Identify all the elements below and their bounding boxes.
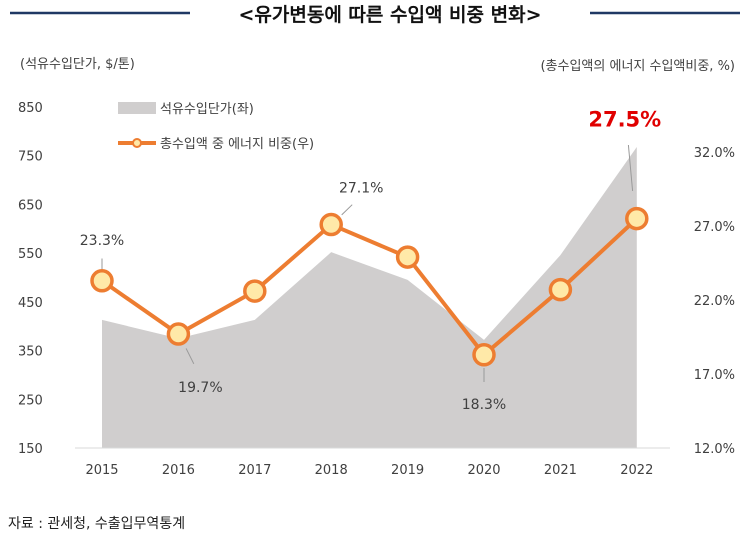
y-left-tick: 250 [18, 393, 43, 408]
x-tick: 2022 [620, 463, 653, 478]
y-left-tick: 550 [18, 247, 43, 262]
line-marker [625, 206, 649, 231]
x-tick: 2015 [85, 463, 118, 478]
x-tick: 2018 [315, 463, 348, 478]
line-marker [472, 343, 496, 367]
y-left-tick: 650 [18, 198, 43, 213]
line-marker [90, 269, 114, 293]
x-tick: 2021 [544, 463, 577, 478]
x-tick: 2016 [162, 463, 195, 478]
y-left-tick: 450 [18, 296, 43, 311]
y-right-tick: 12.0% [694, 442, 735, 457]
line-marker [548, 277, 573, 302]
source-note: 자료 : 관세청, 수출입무역통계 [8, 516, 185, 532]
line-series-energy-share [100, 217, 639, 358]
y-left-tick: 850 [18, 101, 43, 116]
leader-line [185, 348, 195, 365]
legend-line-marker [132, 138, 142, 148]
y-right-tick: 27.0% [694, 220, 735, 235]
legend-area-label: 석유수입단가(좌) [160, 102, 254, 117]
legend-line-label: 총수입액 중 에너지 비중(우) [160, 137, 314, 152]
data-label: 27.5% [588, 108, 661, 132]
y-right-tick: 17.0% [694, 368, 735, 383]
leader-line [341, 204, 353, 216]
x-tick: 2019 [391, 463, 424, 478]
line-marker [166, 322, 191, 346]
y-left-tick: 750 [18, 150, 43, 165]
y-right-tick: 22.0% [694, 294, 735, 309]
area-series-oil-price [102, 146, 637, 448]
x-tick: 2020 [467, 463, 500, 478]
data-label: 19.7% [178, 380, 222, 396]
x-tick: 2017 [238, 463, 271, 478]
leader-line [627, 144, 634, 192]
y-left-tick: 350 [18, 345, 43, 360]
line-marker [243, 279, 267, 303]
chart-title: <유가변동에 따른 수입액 비중 변화> [238, 4, 541, 26]
data-label: 27.1% [339, 181, 383, 197]
data-label: 23.3% [80, 233, 124, 249]
line-marker [319, 212, 343, 237]
y-right-label: (총수입액의 에너지 수입액비중, %) [540, 59, 735, 74]
y-left-label: (석유수입단가, $/톤) [20, 57, 135, 72]
legend-area-swatch [118, 102, 156, 114]
y-right-tick: 32.0% [694, 146, 735, 161]
data-label: 18.3% [462, 397, 506, 413]
line-marker [395, 245, 420, 269]
y-left-tick: 150 [18, 442, 43, 457]
